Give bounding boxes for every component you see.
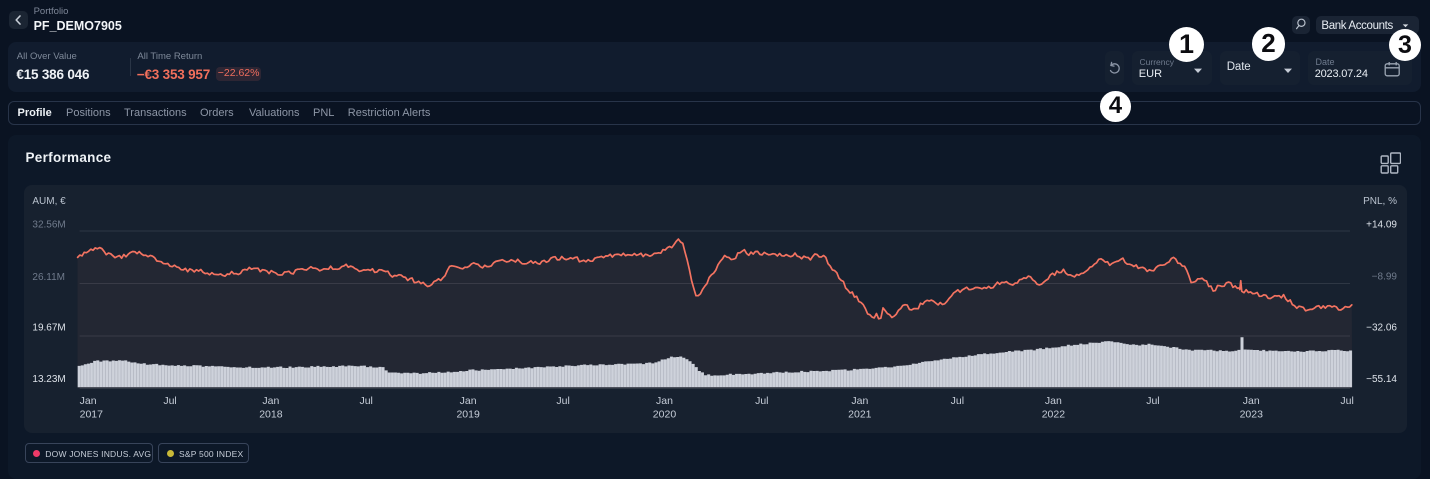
svg-text:Jan: Jan (263, 395, 280, 407)
svg-text:19.67M: 19.67M (33, 322, 66, 333)
svg-text:Jan: Jan (460, 395, 477, 407)
svg-text:Jan: Jan (852, 395, 869, 407)
svg-text:Jul: Jul (1147, 395, 1160, 407)
svg-text:Jan: Jan (1243, 395, 1260, 407)
svg-text:2021: 2021 (849, 409, 873, 421)
svg-text:2017: 2017 (80, 409, 104, 421)
svg-text:+14.09: +14.09 (1367, 220, 1398, 231)
svg-text:PNL, %: PNL, % (1363, 196, 1397, 207)
svg-text:Jul: Jul (164, 395, 177, 407)
svg-text:26.11M: 26.11M (33, 272, 66, 283)
svg-text:−55.14: −55.14 (1367, 374, 1398, 385)
svg-text:Jan: Jan (1045, 395, 1062, 407)
svg-text:−32.06: −32.06 (1367, 323, 1398, 334)
svg-text:2020: 2020 (653, 409, 677, 421)
svg-text:AUM, €: AUM, € (33, 196, 67, 207)
svg-text:Jul: Jul (360, 395, 373, 407)
svg-text:Jan: Jan (656, 395, 673, 407)
svg-text:2019: 2019 (457, 409, 481, 421)
svg-text:2022: 2022 (1042, 409, 1066, 421)
svg-text:Jul: Jul (1341, 395, 1354, 407)
svg-text:32.56M: 32.56M (33, 220, 66, 231)
svg-text:Jul: Jul (557, 395, 570, 407)
svg-text:Jul: Jul (951, 395, 964, 407)
svg-text:Jul: Jul (755, 395, 768, 407)
svg-text:13.23M: 13.23M (33, 374, 66, 385)
svg-text:Jan: Jan (80, 395, 97, 407)
svg-text:−8.99: −8.99 (1372, 271, 1398, 282)
svg-text:2018: 2018 (260, 409, 284, 421)
svg-text:2023: 2023 (1240, 409, 1264, 421)
